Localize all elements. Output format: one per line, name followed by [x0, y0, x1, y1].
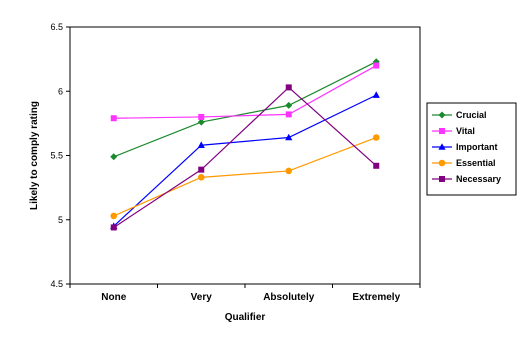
x-axis-title: Qualifier	[225, 312, 266, 323]
legend-marker-important	[438, 143, 446, 150]
legend-label-important: Important	[456, 142, 498, 152]
series-line-important	[113, 94, 377, 227]
data-point-necessary	[110, 224, 117, 231]
data-point-vital	[198, 113, 205, 120]
series-crucial	[110, 58, 380, 161]
data-point-important	[372, 91, 380, 98]
series-line-vital	[113, 65, 377, 119]
y-axis-title: Likely to comply rating	[29, 101, 40, 210]
data-point-necessary	[285, 84, 292, 91]
data-point-essential	[110, 212, 118, 220]
series-line-essential	[113, 136, 377, 217]
data-point-important	[285, 133, 293, 141]
x-category-label: None	[101, 292, 126, 303]
series-line-necessary	[113, 86, 377, 228]
legend-label-necessary: Necessary	[456, 174, 501, 184]
y-tick-label: 4.5	[50, 279, 63, 289]
data-point-vital	[373, 62, 380, 69]
x-category-label: Extremely	[352, 292, 400, 303]
axes: 4.5 5 5.5 6 6.5 None Very Absolutely Extremely	[50, 22, 421, 303]
data-point-crucial	[197, 118, 205, 126]
legend-marker-vital	[439, 128, 445, 134]
data-point-crucial	[110, 153, 118, 161]
series-essential	[110, 134, 380, 220]
series-line-crucial	[113, 61, 377, 158]
legend-label-essential: Essential	[456, 158, 496, 168]
series-necessary	[110, 84, 380, 231]
series-vital	[110, 62, 380, 122]
x-category-label: Very	[191, 292, 213, 303]
series-layer	[110, 58, 380, 231]
data-point-necessary	[373, 162, 380, 169]
data-point-necessary	[198, 166, 205, 173]
series-important	[110, 91, 380, 229]
data-point-essential	[285, 167, 293, 175]
data-point-essential	[197, 174, 205, 181]
data-point-important	[197, 141, 205, 149]
legend-marker-essential	[438, 159, 446, 167]
data-point-vital	[110, 115, 117, 122]
legend-label-crucial: Crucial	[456, 110, 487, 120]
data-point-crucial	[285, 101, 293, 109]
legend: Crucial Vital Important Essential Necessary	[426, 102, 517, 196]
legend-label-vital: Vital	[456, 126, 475, 136]
y-tick-label: 6	[58, 86, 63, 96]
x-category-label: Absolutely	[263, 292, 315, 303]
y-tick-label: 5.5	[50, 151, 63, 161]
data-point-vital	[285, 111, 292, 118]
data-point-essential	[372, 134, 380, 141]
legend-marker-necessary	[439, 176, 445, 182]
y-tick-label: 6.5	[50, 22, 63, 32]
y-tick-label: 5	[58, 215, 63, 225]
legend-marker-crucial	[438, 111, 446, 119]
